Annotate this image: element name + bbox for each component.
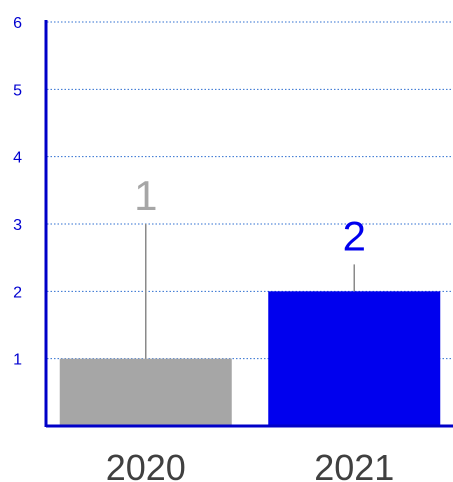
data-labels: 12 <box>134 172 366 259</box>
y-tick-labels: 1 2 3 4 5 6 <box>13 15 22 369</box>
axes <box>44 20 453 428</box>
bar-2020 <box>59 358 232 426</box>
data-label-2021: 2 <box>343 212 366 259</box>
y-tick-label: 1 <box>13 352 22 369</box>
bars <box>59 291 441 426</box>
y-tick-label: 3 <box>13 217 22 234</box>
y-tick-label: 5 <box>13 82 22 99</box>
error-bars <box>145 224 355 359</box>
y-tick-label: 6 <box>13 15 22 32</box>
x-category-labels: 2020 2021 <box>106 447 395 482</box>
x-category-label-2021: 2021 <box>314 447 394 482</box>
x-category-label-2020: 2020 <box>106 447 186 482</box>
y-tick-label: 4 <box>13 150 22 167</box>
bar-2021 <box>268 291 441 426</box>
data-label-2020: 1 <box>134 172 157 219</box>
gridlines <box>47 21 453 360</box>
y-tick-label: 2 <box>13 284 22 301</box>
